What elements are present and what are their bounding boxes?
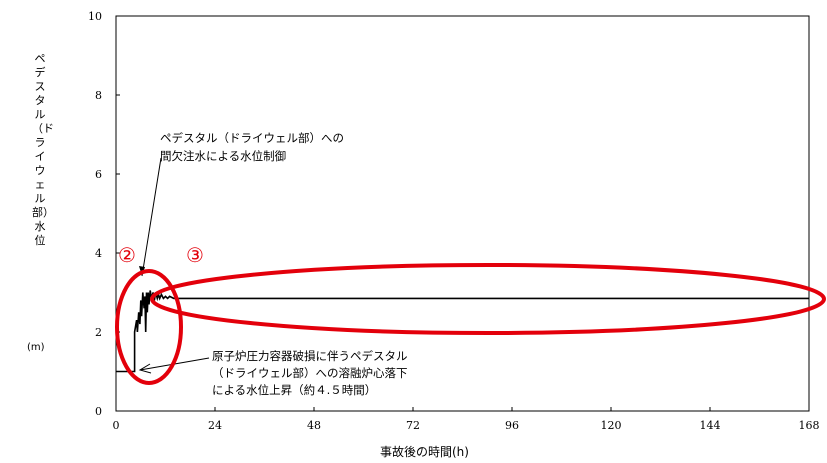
annotation-top-line-1: ペデスタル（ドライウェル部）への bbox=[160, 131, 344, 145]
x-tick-label: 144 bbox=[700, 419, 721, 432]
x-axis-label: 事故後の時間(h) bbox=[380, 445, 469, 459]
annotation-bottom-line-2: （ドライウェル部）への溶融炉心落下 bbox=[212, 366, 408, 380]
water-level-line bbox=[116, 290, 809, 373]
annotation-arrowhead-bottom bbox=[138, 363, 152, 374]
highlight-ellipse-3 bbox=[150, 263, 826, 335]
annotation-top-line-2: 間欠注水による水位制御 bbox=[160, 149, 287, 163]
annotation-arrow-top bbox=[141, 157, 162, 277]
y-tick-label: 6 bbox=[95, 168, 102, 181]
y-tick-label: 4 bbox=[95, 247, 102, 260]
y-axis-label: ペデスタル（ドライウェル部）水位 bbox=[32, 52, 54, 247]
x-tick-label: 0 bbox=[113, 419, 120, 432]
marker-circled-2: ② bbox=[118, 243, 136, 267]
y-tick-label: 2 bbox=[95, 326, 102, 339]
x-tick-label: 96 bbox=[505, 419, 519, 432]
y-axis-unit: (m) bbox=[27, 342, 45, 353]
plot-area-frame bbox=[115, 15, 810, 412]
x-tick-label: 48 bbox=[307, 419, 321, 432]
y-tick-label: 8 bbox=[95, 89, 102, 102]
x-tick-label: 120 bbox=[601, 419, 622, 432]
x-axis-ticks: 0 24 48 72 96 120 144 168 bbox=[113, 407, 820, 432]
y-axis-ticks: 0 2 4 6 8 10 bbox=[88, 10, 120, 418]
x-tick-label: 72 bbox=[406, 419, 420, 432]
marker-circled-3: ③ bbox=[186, 243, 204, 267]
annotation-bottom-line-1: 原子炉圧力容器破損に伴うペデスタル bbox=[212, 349, 408, 363]
x-tick-label: 168 bbox=[799, 419, 820, 432]
x-tick-label: 24 bbox=[208, 419, 222, 432]
y-tick-label: 10 bbox=[88, 10, 102, 23]
highlight-ellipse-2 bbox=[115, 269, 183, 385]
y-tick-label: 0 bbox=[95, 405, 102, 418]
annotation-bottom-line-3: による水位上昇（約４.５時間） bbox=[212, 383, 377, 397]
